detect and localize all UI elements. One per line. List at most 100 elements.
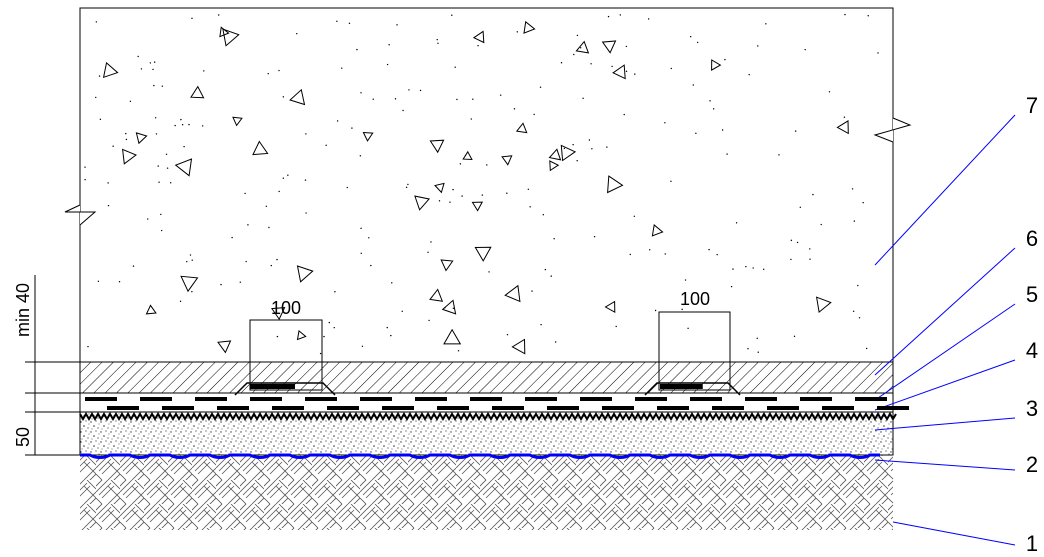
aggregate [434, 182, 445, 194]
strip [492, 406, 524, 410]
dot [407, 183, 409, 186]
dot [451, 14, 453, 16]
leader [874, 247, 1016, 376]
dot [756, 337, 758, 340]
aggregate [270, 307, 286, 321]
dot [582, 97, 584, 100]
dot [125, 138, 128, 141]
dot [267, 72, 269, 75]
aggregate [612, 64, 626, 80]
dot [853, 220, 856, 222]
dot [563, 147, 566, 150]
dot [726, 153, 728, 155]
dot [757, 351, 759, 353]
dot [670, 67, 672, 70]
strip [822, 406, 854, 410]
dot [452, 188, 454, 191]
dot [247, 224, 249, 226]
dot [84, 178, 86, 181]
dot [687, 327, 689, 330]
leader [874, 303, 1016, 401]
dot [161, 85, 164, 87]
soil [80, 455, 893, 530]
dot [132, 265, 135, 267]
dot [606, 146, 608, 148]
dot [125, 132, 127, 135]
dot [189, 254, 192, 256]
callout: 1 [1026, 531, 1038, 556]
aggregate [549, 160, 560, 172]
dot [790, 258, 792, 261]
dot [169, 182, 172, 184]
dot [201, 125, 204, 127]
dot [160, 229, 163, 232]
dot [155, 133, 158, 135]
dot [401, 310, 403, 312]
dot [457, 350, 460, 352]
dot [459, 163, 462, 165]
dot [696, 41, 699, 44]
dot [179, 300, 182, 303]
aggregate [472, 30, 485, 44]
dot [107, 204, 110, 207]
dot [388, 44, 390, 46]
dot [147, 218, 149, 220]
dot [681, 308, 683, 311]
drain-membrane [80, 453, 880, 459]
dot [360, 92, 362, 94]
dot [112, 145, 114, 147]
dot [852, 310, 855, 312]
aggregate [414, 195, 431, 211]
callout: 2 [1026, 452, 1038, 477]
strip [272, 406, 304, 410]
overlap [644, 382, 741, 396]
strip [437, 406, 469, 410]
dot [553, 238, 555, 240]
dot [449, 201, 451, 203]
leader [892, 521, 1016, 546]
dot [282, 177, 285, 179]
dot [588, 139, 591, 141]
dot [576, 34, 579, 37]
dot [386, 63, 389, 66]
callout: 4 [1026, 338, 1038, 363]
aggregate [252, 140, 269, 156]
dot [333, 326, 335, 329]
dot [153, 84, 155, 87]
dot [174, 124, 176, 127]
dot [438, 200, 441, 202]
dot [477, 44, 479, 47]
aggregate [441, 299, 457, 315]
dot [747, 348, 749, 350]
dot [684, 279, 687, 281]
aggregate [504, 284, 521, 303]
aggregate [548, 148, 562, 161]
dot [456, 98, 458, 101]
dot [809, 248, 811, 250]
strip [712, 406, 744, 410]
aggregate [523, 20, 536, 34]
dot [370, 264, 372, 267]
aggregate [190, 85, 205, 99]
dot [153, 61, 156, 63]
strip [250, 397, 282, 401]
aggregate [232, 116, 243, 127]
dot [708, 248, 710, 251]
dot [231, 236, 233, 239]
dot [481, 194, 484, 196]
dot [625, 70, 628, 73]
dot [695, 132, 697, 135]
dot [724, 58, 726, 61]
dot [419, 89, 422, 92]
dot [544, 268, 547, 271]
dot [444, 307, 446, 309]
strip [547, 406, 579, 410]
dot [709, 100, 711, 102]
dot [794, 130, 797, 132]
aggregate [462, 150, 473, 161]
dot [265, 205, 268, 207]
dot [488, 271, 490, 273]
dot [305, 133, 307, 135]
dot [796, 241, 799, 244]
dot [572, 143, 574, 146]
